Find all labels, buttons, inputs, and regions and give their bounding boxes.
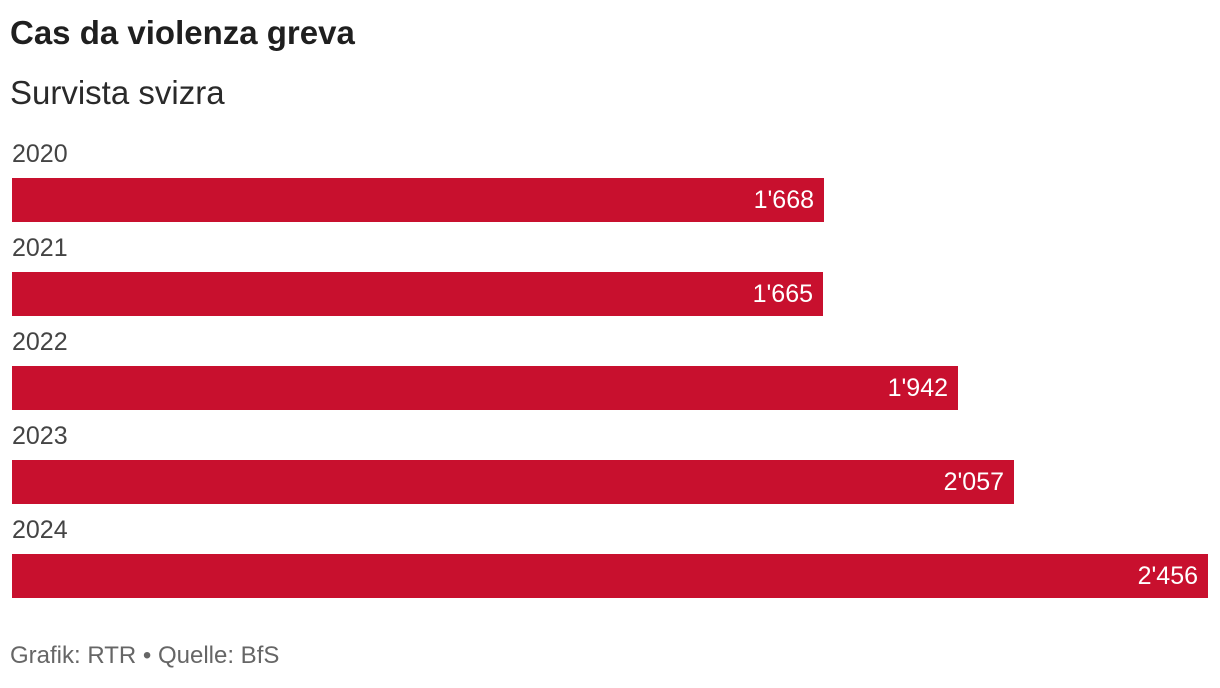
- category-label: 2022: [12, 328, 68, 356]
- category-label: 2020: [12, 140, 68, 168]
- bar: 1'665: [12, 272, 823, 316]
- bar-value-label: 2'057: [943, 468, 1004, 496]
- bar-value-label: 2'456: [1137, 562, 1198, 590]
- category-label: 2023: [12, 422, 68, 450]
- bar: 2'057: [12, 460, 1014, 504]
- bar-value-label: 1'665: [752, 280, 813, 308]
- bar: 1'668: [12, 178, 824, 222]
- chart-subtitle: Survista svizra: [10, 74, 225, 111]
- bar: 2'456: [12, 554, 1208, 598]
- source-credit: Grafik: RTR • Quelle: BfS: [10, 642, 280, 669]
- bar-value-label: 1'668: [753, 186, 814, 214]
- category-label: 2024: [12, 516, 68, 544]
- bar-value-label: 1'942: [887, 374, 948, 402]
- chart-title: Cas da violenza greva: [10, 14, 355, 51]
- bar: 1'942: [12, 366, 958, 410]
- category-label: 2021: [12, 234, 68, 262]
